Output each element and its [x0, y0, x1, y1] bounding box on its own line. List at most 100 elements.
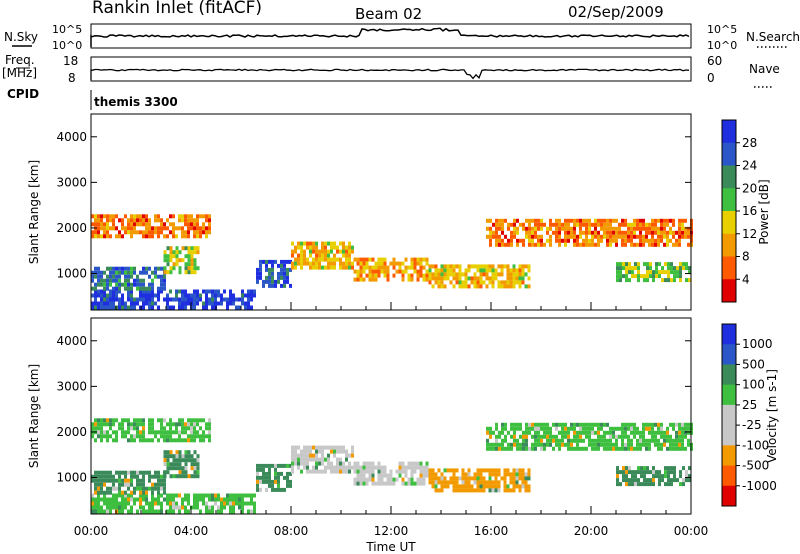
velocity-cell — [336, 461, 339, 466]
velocity-cell — [673, 478, 676, 483]
velocity-cell — [154, 430, 157, 435]
velocity-cell — [534, 426, 537, 431]
velocity-cell — [673, 466, 676, 471]
power-cell — [637, 262, 640, 267]
power-cell — [247, 301, 250, 306]
power-cell — [309, 253, 312, 258]
velocity-cell — [100, 497, 103, 502]
power-cell — [567, 226, 570, 231]
velocity-cell — [306, 461, 309, 466]
velocity-cell — [678, 446, 681, 451]
velocity-cell — [579, 422, 582, 427]
velocity-cell — [434, 476, 438, 481]
velocity-cell — [422, 477, 426, 482]
power-cell — [636, 222, 639, 227]
velocity-cell — [142, 474, 145, 479]
power-cell — [187, 230, 190, 235]
velocity-cell — [507, 442, 510, 447]
power-cell — [603, 222, 606, 227]
power-cell — [639, 226, 642, 231]
velocity-cell — [324, 465, 327, 470]
power-cell — [527, 284, 531, 289]
power-cell — [327, 249, 330, 254]
velocity-cell — [619, 482, 622, 487]
power-cell — [205, 305, 208, 310]
power-cell — [594, 226, 597, 231]
velocity-cell — [473, 476, 477, 481]
velocity-cell — [470, 484, 474, 489]
power-cell — [401, 261, 405, 266]
power-cell — [651, 242, 654, 247]
velocity-cell — [555, 422, 558, 427]
power-cell — [413, 261, 417, 266]
power-cell — [202, 289, 205, 294]
velocity-cell — [410, 465, 414, 470]
power-cell — [654, 222, 657, 227]
power-cell — [166, 262, 170, 267]
power-cell — [663, 234, 666, 239]
nave-tick-high: 60 — [707, 54, 722, 68]
power-cell — [124, 230, 127, 235]
power-cell — [506, 264, 510, 269]
velocity-cell — [625, 474, 628, 479]
power-cell — [431, 276, 435, 281]
power-cell — [115, 266, 118, 271]
power-cell — [386, 277, 390, 282]
velocity-cell — [321, 449, 324, 454]
power-cell — [513, 230, 516, 235]
power-cell — [549, 222, 552, 227]
velocity-cell — [603, 422, 606, 427]
power-cell — [91, 286, 94, 291]
power-cell — [684, 218, 687, 223]
power-cell — [97, 289, 100, 294]
power-cell — [351, 249, 354, 254]
velocity-cell — [521, 472, 525, 477]
velocity-cell — [546, 438, 549, 443]
velocity-cell — [616, 482, 619, 487]
power-cell — [522, 222, 525, 227]
power-cell — [615, 218, 618, 223]
velocity-cell — [558, 422, 561, 427]
velocity-cell — [300, 461, 303, 466]
velocity-cell — [637, 470, 640, 475]
power-cell — [588, 238, 591, 243]
power-cell — [673, 270, 676, 275]
power-cell — [540, 222, 543, 227]
power-cell — [300, 257, 303, 262]
power-cell — [501, 230, 504, 235]
velocity-cell — [504, 426, 507, 431]
velocity-cell — [97, 470, 100, 475]
power-cell — [106, 286, 109, 291]
velocity-cell — [652, 474, 655, 479]
velocity-cell — [570, 422, 573, 427]
power-cell — [97, 282, 100, 287]
power-cell — [500, 264, 504, 269]
velocity-cell — [91, 505, 94, 510]
power-cell — [684, 234, 687, 239]
power-cell — [631, 266, 634, 271]
power-cell — [633, 230, 636, 235]
power-cell — [327, 257, 330, 262]
power-cell — [91, 301, 94, 306]
power-cell — [118, 289, 121, 294]
power-cell — [118, 266, 121, 271]
power-cell — [670, 266, 673, 271]
velocity-cell — [274, 467, 277, 472]
power-cell — [318, 249, 321, 254]
velocity-cell — [130, 438, 133, 443]
velocity-cell — [458, 488, 462, 493]
power-cell — [184, 297, 187, 302]
velocity-cell — [181, 426, 184, 431]
velocity-cell — [588, 438, 591, 443]
velocity-cell — [178, 505, 181, 510]
power-cell — [351, 261, 354, 266]
velocity-cell — [678, 434, 681, 439]
velocity-cell — [247, 509, 250, 514]
velocity-cell — [546, 442, 549, 447]
velocity-cell — [160, 426, 163, 431]
power-cell — [109, 266, 112, 271]
velocity-cell — [130, 505, 133, 510]
power-cell — [407, 265, 411, 270]
power-cell — [473, 264, 477, 269]
velocity-cell — [193, 493, 196, 498]
